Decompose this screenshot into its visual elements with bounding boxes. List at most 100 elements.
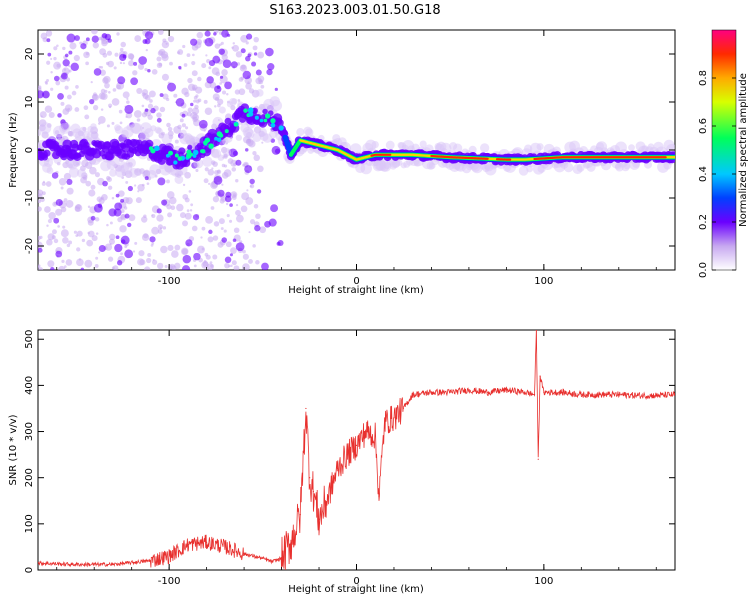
noise-blob [123, 206, 128, 210]
noise-blob [200, 236, 203, 239]
colorbar-tick-label: 0.6 [698, 118, 709, 134]
noise-blob [249, 185, 252, 188]
noise-blob [67, 107, 71, 111]
noise-blob [221, 237, 228, 243]
snr-ytick-label: 100 [24, 514, 35, 533]
noise-blob [144, 266, 151, 270]
noise-blob [221, 163, 226, 168]
noise-blob [207, 182, 211, 186]
snr-point [149, 560, 152, 562]
noise-blob [144, 67, 148, 72]
noise-blob [95, 232, 99, 235]
halo-blob [518, 165, 529, 176]
noise-blob [116, 32, 120, 36]
noise-blob [125, 197, 133, 205]
noise-blob [133, 110, 142, 118]
noise-blob [207, 236, 214, 243]
noise-blob [38, 85, 42, 90]
noise-blob [190, 203, 194, 207]
noise-blob [144, 31, 154, 40]
noise-blob [132, 250, 136, 253]
noise-blob [220, 227, 224, 231]
noise-blob [264, 220, 271, 228]
noise-blob [127, 185, 133, 192]
noise-blob [41, 181, 46, 186]
snr-point [365, 430, 367, 433]
noise-blob [197, 245, 205, 254]
noise-blob [66, 187, 74, 195]
noise-blob [261, 141, 264, 144]
noise-blob [169, 263, 176, 270]
halo-blob [76, 168, 86, 178]
noise-blob [253, 36, 260, 43]
noise-blob [255, 77, 263, 85]
noise-blob [174, 244, 181, 251]
noise-blob [190, 102, 194, 107]
noise-blob [55, 80, 61, 86]
noise-blob [151, 68, 158, 75]
noise-blob [157, 177, 166, 186]
noise-blob [84, 259, 93, 268]
noise-blob [137, 183, 145, 192]
noise-blob [248, 259, 253, 264]
noise-blob [44, 105, 53, 113]
noise-blob [97, 203, 103, 208]
noise-blob [132, 70, 138, 76]
noise-blob [80, 267, 85, 270]
snr-point [206, 541, 208, 543]
halo-blob [526, 165, 534, 173]
noise-blob [119, 61, 123, 65]
noise-blob [173, 125, 182, 134]
band-clump [216, 137, 222, 142]
noise-blob [175, 97, 185, 107]
noise-blob [252, 151, 257, 156]
noise-blob [217, 98, 224, 105]
noise-blob [62, 237, 69, 244]
noise-blob [104, 82, 110, 89]
noise-blob [235, 214, 244, 223]
noise-blob [118, 109, 123, 114]
noise-blob [148, 90, 156, 98]
halo-blob [156, 127, 163, 135]
band-blob [43, 149, 51, 157]
noise-blob [94, 264, 99, 268]
noise-blob [60, 72, 68, 80]
noise-blob [192, 53, 195, 57]
noise-blob [174, 262, 181, 270]
snr-point [224, 546, 226, 548]
noise-blob [213, 32, 217, 36]
halo-blob [270, 99, 283, 112]
snr-ytick-label: 500 [24, 330, 35, 349]
noise-blob [68, 240, 73, 245]
snr-point [505, 389, 507, 391]
noise-blob [94, 217, 100, 222]
band-peak [509, 158, 512, 161]
noise-blob [55, 208, 63, 216]
halo-blob [109, 169, 117, 177]
noise-blob [124, 249, 134, 259]
noise-blob [57, 92, 64, 100]
noise-blob [47, 218, 53, 224]
noise-blob [124, 104, 134, 114]
noise-blob [108, 208, 117, 217]
snr-point [468, 389, 470, 391]
noise-blob [133, 184, 137, 187]
halo-blob [66, 158, 78, 170]
band-clump [150, 148, 156, 154]
band-clump [216, 131, 223, 137]
noise-blob [261, 262, 269, 270]
noise-blob [53, 46, 58, 51]
colorbar-label: Normalized spectral amplitude [738, 73, 749, 227]
noise-blob [104, 89, 108, 94]
snr-xtick-label: -100 [158, 576, 181, 587]
band-blob [224, 117, 232, 125]
band-clump [243, 108, 248, 113]
noise-blob [221, 183, 224, 186]
noise-blob [271, 145, 281, 155]
snr-point [312, 490, 315, 493]
noise-blob [216, 85, 221, 89]
halo-blob [296, 128, 305, 137]
noise-blob [193, 99, 197, 103]
noise-blob [254, 224, 261, 232]
noise-blob [182, 254, 192, 264]
